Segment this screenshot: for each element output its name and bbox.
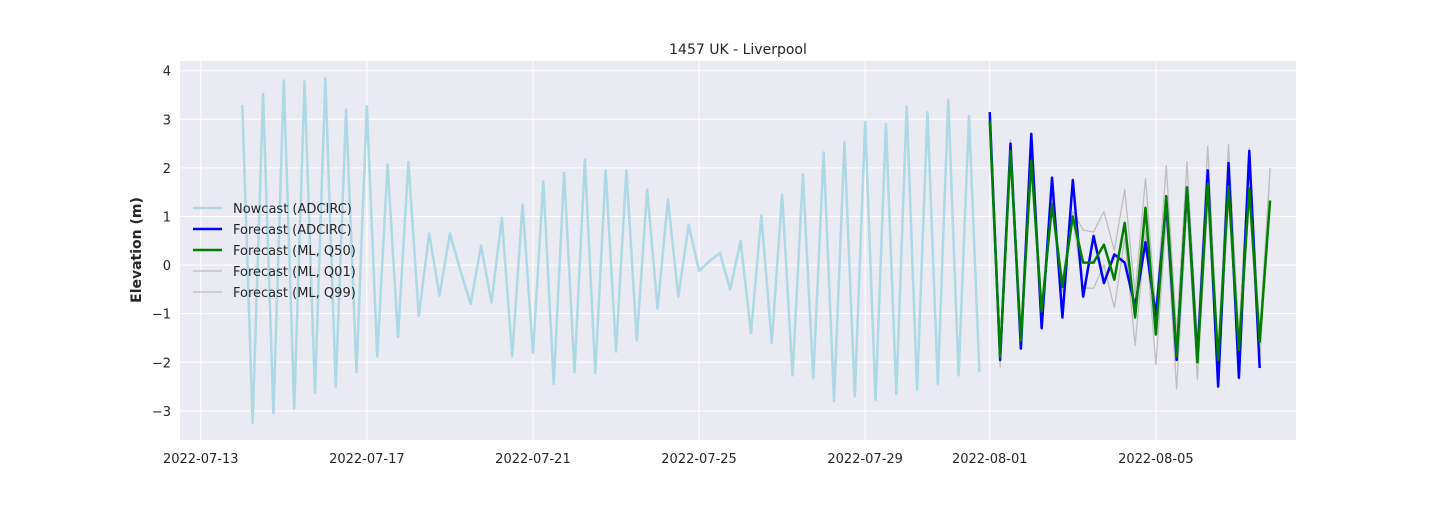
y-tick-label: 4 bbox=[163, 65, 171, 80]
y-tick-labels: −3 −2 −1 0 1 2 3 4 bbox=[152, 65, 171, 420]
y-tick-label: −2 bbox=[152, 356, 171, 371]
x-tick-label: 2022-07-21 bbox=[495, 452, 571, 467]
y-tick-label: 1 bbox=[163, 210, 171, 225]
y-tick-label: −1 bbox=[152, 308, 171, 323]
legend-label: Forecast (ML, Q99) bbox=[233, 286, 356, 301]
chart-title: 1457 UK - Liverpool bbox=[669, 42, 807, 58]
series-layer bbox=[241, 76, 1272, 425]
legend-label: Nowcast (ADCIRC) bbox=[233, 202, 352, 217]
x-tick-labels: 2022-07-13 2022-07-17 2022-07-21 2022-07-25… bbox=[163, 452, 1194, 467]
y-tick-label: 2 bbox=[163, 162, 171, 177]
series-line-forecast-ml-q50 bbox=[988, 120, 1272, 364]
x-tick-label: 2022-07-29 bbox=[827, 452, 903, 467]
series-line-nowcast-adcirc bbox=[241, 76, 981, 425]
x-tick-label: 2022-08-05 bbox=[1118, 452, 1194, 467]
x-tick-label: 2022-07-13 bbox=[163, 452, 239, 467]
legend-label: Forecast (ML, Q01) bbox=[233, 265, 356, 280]
x-tick-label: 2022-08-01 bbox=[952, 452, 1028, 467]
y-axis-label: Elevation (m) bbox=[129, 197, 145, 303]
y-tick-label: 0 bbox=[163, 259, 171, 274]
y-tick-label: 3 bbox=[163, 113, 171, 128]
legend: Nowcast (ADCIRC) Forecast (ADCIRC) Forecas… bbox=[193, 202, 356, 301]
legend-label: Forecast (ADCIRC) bbox=[233, 223, 352, 238]
y-tick-label: −3 bbox=[152, 405, 171, 420]
x-tick-label: 2022-07-17 bbox=[329, 452, 405, 467]
legend-label: Forecast (ML, Q50) bbox=[233, 244, 356, 259]
x-tick-label: 2022-07-25 bbox=[661, 452, 737, 467]
